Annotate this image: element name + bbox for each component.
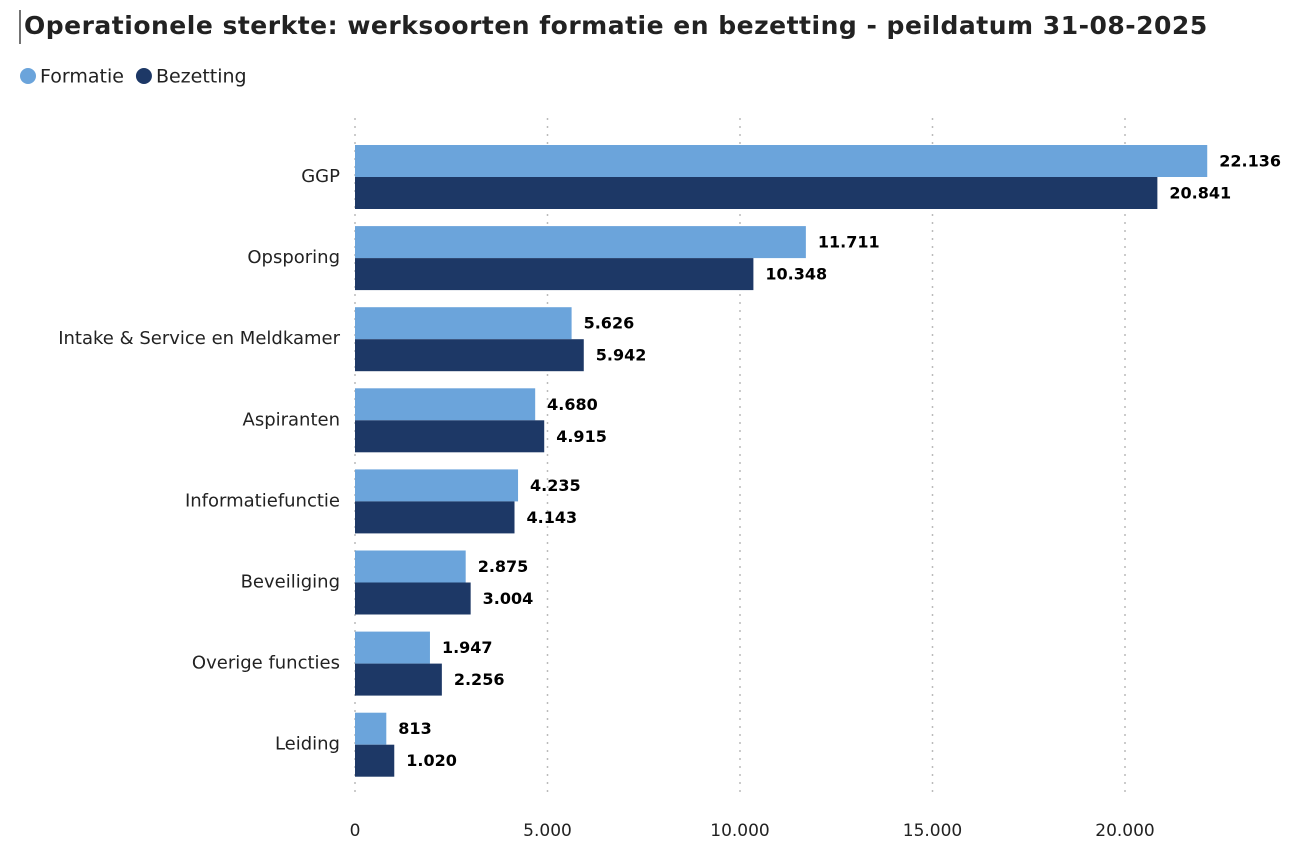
y-tick-label: Overige functies: [192, 653, 340, 674]
value-label: 10.348: [765, 265, 827, 284]
value-label: 4.915: [556, 427, 607, 446]
value-label: 2.256: [454, 670, 505, 689]
x-tick-label: 20.000: [1095, 821, 1154, 841]
bar: [355, 501, 515, 534]
value-label: 4.143: [527, 508, 578, 527]
value-label: 1.020: [406, 751, 457, 770]
bar: [355, 339, 584, 372]
bar: [355, 258, 754, 291]
bar: [355, 307, 572, 340]
bar: [355, 582, 471, 615]
value-label: 4.680: [547, 395, 598, 414]
value-label: 5.626: [584, 314, 635, 333]
legend-label: Bezetting: [156, 66, 247, 88]
bar: [355, 388, 536, 421]
x-tick-label: 10.000: [710, 821, 769, 841]
bar: [355, 469, 519, 502]
value-label: 3.004: [483, 589, 534, 608]
value-label: 1.947: [442, 638, 493, 657]
value-label: 4.235: [530, 476, 581, 495]
bar: [355, 663, 442, 696]
value-label: 5.942: [596, 346, 647, 365]
value-label: 2.875: [478, 557, 529, 576]
y-tick-label: Leiding: [275, 734, 340, 755]
y-tick-label: Intake & Service en Meldkamer: [58, 328, 340, 349]
bar: [355, 712, 387, 745]
x-tick-label: 0: [350, 821, 361, 841]
y-tick-label: Opsporing: [247, 247, 340, 268]
bar: [355, 550, 466, 583]
y-tick-label: Aspiranten: [243, 409, 341, 430]
bar: [355, 420, 545, 453]
y-tick-label: Informatiefunctie: [185, 490, 340, 511]
value-label: 813: [398, 719, 431, 738]
legend-marker: [135, 68, 152, 84]
value-label: 22.136: [1219, 152, 1281, 171]
bar: [355, 631, 430, 664]
x-tick-label: 15.000: [903, 821, 962, 841]
bar: [355, 145, 1208, 177]
y-tick-label: GGP: [301, 166, 340, 187]
legend-label: Formatie: [40, 66, 124, 88]
chart-title: Operationele sterkte: werksoorten format…: [24, 11, 1208, 40]
legend-marker: [20, 68, 36, 84]
x-tick-label: 5.000: [523, 821, 572, 841]
bar: [355, 226, 806, 259]
bar: [355, 744, 395, 777]
value-label: 11.711: [818, 233, 880, 252]
y-tick-label: Beveiliging: [241, 572, 340, 593]
bar: [355, 177, 1158, 209]
value-label: 20.841: [1169, 184, 1231, 203]
